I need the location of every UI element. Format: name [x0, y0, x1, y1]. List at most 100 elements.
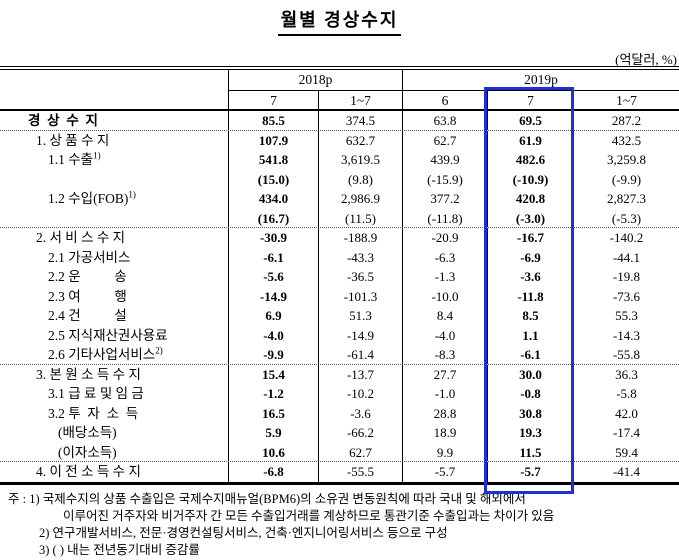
value-cell: -188.9: [318, 228, 402, 248]
value-cell: -66.2: [318, 423, 402, 443]
table-row: 경 상 수 지 85.5 374.5 63.8 69.5 287.2: [0, 111, 679, 131]
value-cell: -1.0: [402, 384, 487, 404]
value-cell: -19.8: [573, 267, 679, 287]
row-label: (이자소득): [58, 444, 117, 460]
footnote-ref: 1): [93, 150, 101, 161]
row-label: 1.2 수입(FOB)1): [48, 189, 136, 206]
table-row: (배당소득) 5.9 -66.2 18.9 19.3 -17.4: [0, 423, 679, 443]
value-cell: -1.2: [228, 384, 318, 404]
value-cell: -6.1: [228, 247, 318, 267]
table-row: (15.0) (9.8) (-15.9) (-10.9) (-9.9): [0, 169, 679, 189]
value-cell: -16.7: [487, 228, 573, 248]
col-header-2: 6: [402, 91, 487, 109]
value-cell: -11.8: [487, 286, 573, 306]
value-cell: (-9.9): [573, 169, 679, 189]
value-cell: 51.3: [318, 306, 402, 326]
subheader-label-spacer: [0, 91, 228, 109]
value-cell: -17.4: [573, 423, 679, 443]
value-cell: 432.5: [573, 130, 679, 150]
table-row: (16.7) (11.5) (-11.8) (-3.0) (-5.3): [0, 208, 679, 228]
row-label: 2.6 기타사업서비스2): [48, 345, 163, 362]
row-label: 3.2 투 자 소 득: [48, 405, 139, 421]
table-row: 2. 서 비 스 수 지 -30.9 -188.9 -20.9 -16.7 -140.2: [0, 228, 679, 248]
unit-label: (억달러, %): [615, 52, 677, 67]
footnotes: 주 : 1) 국제수지의 상품 수출입은 국제수지매뉴얼(BPM6)의 소유권 …: [0, 491, 679, 559]
value-cell: 62.7: [318, 442, 402, 461]
table-row: 4. 이 전 소 득 수 지 -6.8 -55.5 -5.7 -5.7 -41.4: [0, 462, 679, 482]
value-cell: -6.1: [487, 345, 573, 364]
value-cell: -8.3: [402, 345, 487, 364]
footnote-line-1-cont: 이루어진 거주자와 비거주자 간 모든 수출입거래를 계상하므로 통관기준 수출…: [63, 509, 555, 523]
value-cell: -101.3: [318, 286, 402, 306]
value-cell: -6.9: [487, 247, 573, 267]
row-label: 2. 서 비 스 수 지: [36, 230, 126, 245]
value-cell: -0.8: [487, 384, 573, 404]
value-cell: 18.9: [402, 423, 487, 443]
value-cell: 632.7: [318, 130, 402, 150]
header-label-spacer: [0, 70, 228, 91]
row-label: 4. 이 전 소 득 수 지: [36, 464, 141, 479]
row-label: 경 상 수 지: [28, 113, 98, 128]
col-header-1: 1~7: [318, 91, 402, 109]
value-cell: 434.0: [228, 189, 318, 209]
row-label: 3. 본 원 소 득 수 지: [36, 366, 141, 382]
value-cell: -5.7: [487, 462, 573, 482]
value-cell: -4.0: [228, 325, 318, 345]
value-cell: -6.3: [402, 247, 487, 267]
footnote-ref: 2): [155, 345, 163, 356]
value-cell: 30.0: [487, 364, 573, 384]
value-cell: 36.3: [573, 364, 679, 384]
value-cell: 107.9: [228, 130, 318, 150]
footnote-line-2: 2) 연구개발서비스, 전문·경영컨설팅서비스, 건축·엔지니어링서비스 등으로…: [39, 526, 448, 540]
value-cell: -3.6: [487, 267, 573, 287]
row-label: 2.3 여 행: [48, 288, 127, 304]
value-cell: 9.9: [402, 442, 487, 461]
value-cell: -1.3: [402, 267, 487, 287]
table-row: 2.4 건 설 6.9 51.3 8.4 8.5 55.3: [0, 306, 679, 326]
value-cell: -5.7: [402, 462, 487, 482]
row-label: 3.1 급 료 및 임 금: [48, 386, 144, 401]
value-cell: -41.4: [573, 462, 679, 482]
value-cell: -4.0: [402, 325, 487, 345]
col-group-2019p: 2019p: [402, 70, 679, 91]
value-cell: -5.6: [228, 267, 318, 287]
value-cell: 15.4: [228, 364, 318, 384]
table-row: 2.2 운 송 -5.6 -36.5 -1.3 -3.6 -19.8: [0, 267, 679, 287]
value-cell: 42.0: [573, 403, 679, 423]
row-label: 2.1 가공서비스: [48, 249, 131, 265]
value-cell: -61.4: [318, 345, 402, 364]
value-cell: -14.9: [318, 325, 402, 345]
page-title: 월별 경상수지: [277, 6, 402, 36]
value-cell: 10.6: [228, 442, 318, 461]
value-cell: 27.7: [402, 364, 487, 384]
value-cell: -6.8: [228, 462, 318, 482]
value-cell: -14.3: [573, 325, 679, 345]
value-cell: 377.2: [402, 189, 487, 209]
table-row: 1. 상 품 수 지 107.9 632.7 62.7 61.9 432.5: [0, 130, 679, 150]
table-row: 1.2 수입(FOB)1) 434.0 2,986.9 377.2 420.8 2,827…: [0, 189, 679, 209]
row-label: [0, 209, 228, 228]
value-cell: 3,619.5: [318, 150, 402, 170]
value-cell: 287.2: [573, 111, 679, 130]
table-row: 3. 본 원 소 득 수 지 15.4 -13.7 27.7 30.0 36.3: [0, 364, 679, 384]
value-cell: 16.5: [228, 403, 318, 423]
table-row: 3.2 투 자 소 득 16.5 -3.6 28.8 30.8 42.0: [0, 403, 679, 423]
value-cell: 55.3: [573, 306, 679, 326]
value-cell: 69.5: [487, 111, 573, 130]
subheader-row: 7 1~7 6 7 1~7: [0, 91, 679, 111]
value-cell: 6.9: [228, 306, 318, 326]
value-cell: 439.9: [402, 150, 487, 170]
row-label: 2.4 건 설: [48, 308, 127, 323]
col-header-4: 1~7: [573, 91, 679, 109]
value-cell: 420.8: [487, 189, 573, 209]
header-group-row: 2018p 2019p: [0, 70, 679, 91]
row-label: 1.1 수출1): [48, 150, 101, 167]
value-cell: 2,827.3: [573, 189, 679, 209]
value-cell: (9.8): [318, 169, 402, 189]
value-cell: 8.5: [487, 306, 573, 326]
table-row: 2.3 여 행 -14.9 -101.3 -10.0 -11.8 -73.6: [0, 286, 679, 306]
value-cell: (-5.3): [573, 208, 679, 227]
value-cell: -14.9: [228, 286, 318, 306]
table-row: 2.5 지식재산권사용료 -4.0 -14.9 -4.0 1.1 -14.3: [0, 325, 679, 345]
